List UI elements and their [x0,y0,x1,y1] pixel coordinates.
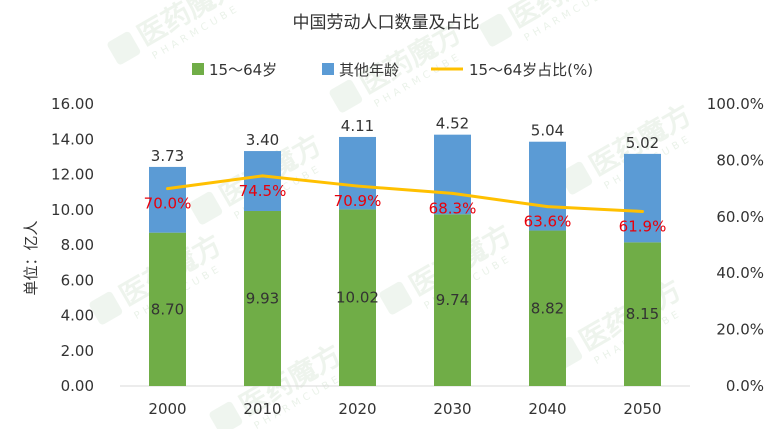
x-tick-label: 2000 [148,400,186,418]
bar-other-age [434,134,471,215]
ratio-point [641,209,644,213]
chart-title: 中国劳动人口数量及占比 [293,13,480,33]
bar-other-age [339,136,376,210]
ratio-value-label: 63.6% [524,213,572,231]
y2-tick-label: 40.0% [716,264,764,282]
watermark-logo-icon [107,31,141,65]
bar-value-label-working-age: 8.15 [626,305,659,323]
bar-working-age [149,232,186,386]
bar-other-age [529,141,566,231]
watermark-logo-icon [379,281,413,315]
y-tick-label: 0.00 [61,377,94,395]
legend-item-1: 15～64岁 [192,61,277,79]
y-tick-label: 2.00 [61,342,94,360]
y-axis-label: 单位：亿人 [22,220,40,295]
x-tick-label: 2010 [243,400,281,418]
ratio-line: 70.0% 74.5% 70.9% 68.3% 63.6% 61.9% [144,174,667,235]
bars: 8.70 3.73 9.93 3.40 10.02 4.11 9.74 4.52 8.82 5.0… [149,115,661,386]
bar-working-age [529,230,566,386]
y-tick-label: 4.00 [61,307,94,325]
bar-working-age [244,210,281,386]
legend: 15～64岁 其他年龄 15～64岁占比(%) [192,61,593,79]
ratio-value-label: 74.5% [239,182,287,200]
y-axis-left: 0.00 2.00 4.00 6.00 8.00 10.00 12.00 14.00 16.00 [51,95,94,395]
bar-value-label-working-age: 10.02 [336,289,379,307]
legend-swatch [192,63,204,75]
y2-tick-label: 60.0% [716,208,764,226]
ratio-point [451,191,454,195]
ratio-point [261,174,264,178]
y2-tick-label: 20.0% [716,321,764,339]
y-tick-label: 6.00 [61,271,94,289]
y-tick-label: 8.00 [61,236,94,254]
bar-value-label-working-age: 8.70 [151,300,184,318]
y-tick-label: 16.00 [51,95,94,113]
y-tick-label: 10.00 [51,201,94,219]
ratio-value-label: 68.3% [429,199,477,217]
y-tick-label: 12.00 [51,166,94,184]
watermark-logo-icon [209,401,243,429]
y2-tick-label: 0.0% [726,377,764,395]
ratio-point [356,184,359,188]
bar-value-label-other-age: 4.52 [436,115,469,133]
bar-other-age [624,153,661,243]
x-axis-ticks: 2000 2010 2020 2030 2040 2050 [148,400,661,418]
ratio-line-path [167,174,643,213]
bar-other-age [149,166,186,233]
x-tick-label: 2020 [338,400,376,418]
bar-value-label-other-age: 3.73 [151,147,184,165]
bar-value-label-other-age: 3.40 [246,131,279,149]
watermark-logo-icon [329,79,363,113]
bar-value-label-working-age: 8.82 [531,299,564,317]
x-tick-label: 2030 [433,400,471,418]
watermark-logo-icon [559,161,593,195]
bar-value-label-working-age: 9.74 [436,291,469,309]
bar-value-label-other-age: 5.02 [626,134,659,152]
bar-working-age [434,214,471,386]
bar-value-label-other-age: 5.04 [531,122,564,140]
ratio-value-label: 61.9% [619,217,667,235]
bar-value-label-working-age: 9.93 [246,289,279,307]
legend-label: 15～64岁 [209,61,277,79]
y-tick-label: 14.00 [51,130,94,148]
y2-tick-label: 100.0% [707,95,764,113]
bar-working-age [339,209,376,386]
legend-item-2: 其他年龄 [322,61,399,79]
ratio-value-label: 70.0% [144,195,192,213]
legend-label: 其他年龄 [339,61,399,79]
bar-other-age [244,151,281,211]
legend-swatch [322,63,334,75]
ratio-point [546,205,549,209]
ratio-point [166,187,169,191]
ratio-value-label: 70.9% [334,192,382,210]
x-tick-label: 2040 [528,400,566,418]
bar-value-label-other-age: 4.11 [341,117,374,135]
bar-working-age [624,242,661,386]
legend-label: 15～64岁占比(%) [469,61,593,79]
x-tick-label: 2050 [623,400,661,418]
y-axis-right: 0.0% 20.0% 40.0% 60.0% 80.0% 100.0% [707,95,764,395]
y2-tick-label: 80.0% [716,151,764,169]
watermark-logo-icon [479,13,513,47]
watermark-logo-icon [89,291,123,325]
legend-item-3: 15～64岁占比(%) [431,61,593,79]
watermark-logo-icon [189,191,223,225]
